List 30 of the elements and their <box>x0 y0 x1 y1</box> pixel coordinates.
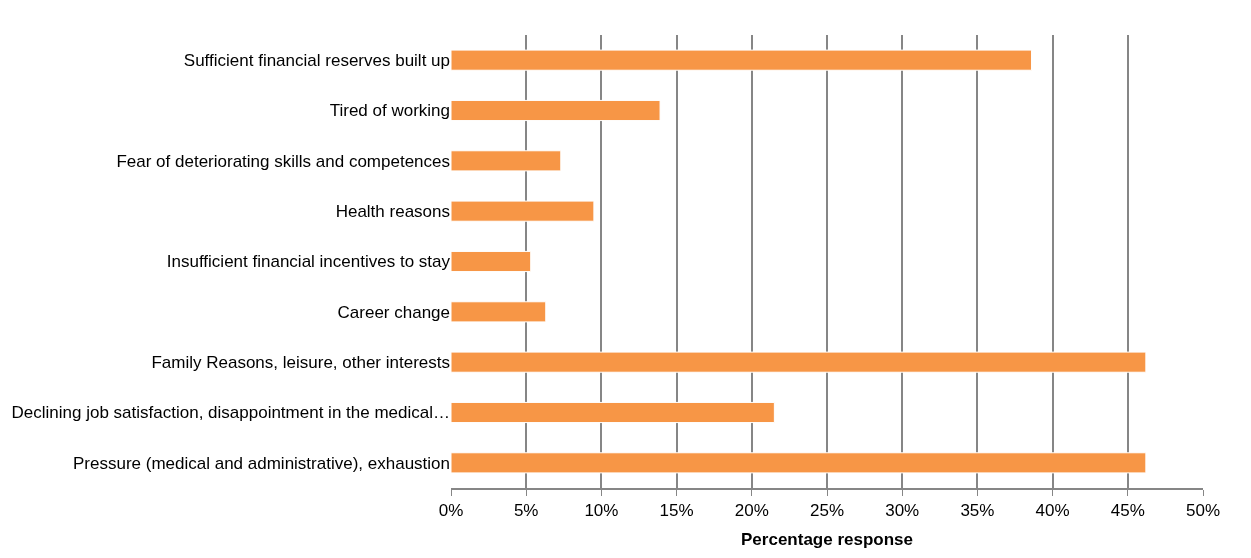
bar <box>451 250 532 273</box>
x-tick-label: 35% <box>960 501 995 521</box>
bar <box>451 452 1147 474</box>
bar <box>451 401 775 424</box>
y-tick-label: Insufficient financial incentives to stay <box>166 252 451 272</box>
bar <box>451 150 562 172</box>
y-tick-label: Family Reasons, leisure, other interests <box>151 353 450 373</box>
x-tick-label: 15% <box>659 501 694 521</box>
y-tick-label: Health reasons <box>335 202 450 222</box>
x-tick-label: 50% <box>1185 501 1221 521</box>
bar <box>451 49 1033 71</box>
x-axis-title: Percentage response <box>741 530 913 550</box>
bar <box>451 99 661 122</box>
x-tick-label: 40% <box>1035 501 1070 521</box>
y-tick-label: Fear of deteriorating skills and competences <box>116 151 450 171</box>
y-tick-label: Pressure (medical and administrative), exhaustion <box>72 453 450 473</box>
y-tick-label: Tired of working <box>329 101 450 121</box>
bar <box>451 351 1147 373</box>
y-tick-label: Declining job satisfaction, disappointment in the medical… <box>11 403 450 423</box>
y-tick-label: Career change <box>337 302 450 322</box>
bar <box>451 200 595 222</box>
x-tick-label: 20% <box>734 501 769 521</box>
x-tick-label: 45% <box>1110 501 1145 521</box>
y-tick-label: Sufficient financial reserves built up <box>183 51 450 71</box>
bar <box>451 301 547 323</box>
x-tick-label: 30% <box>885 501 920 521</box>
x-tick-label: 10% <box>584 501 619 521</box>
x-tick-label: 25% <box>809 501 845 521</box>
x-tick-label: 5% <box>513 501 539 521</box>
x-tick-label: 0% <box>438 501 464 521</box>
